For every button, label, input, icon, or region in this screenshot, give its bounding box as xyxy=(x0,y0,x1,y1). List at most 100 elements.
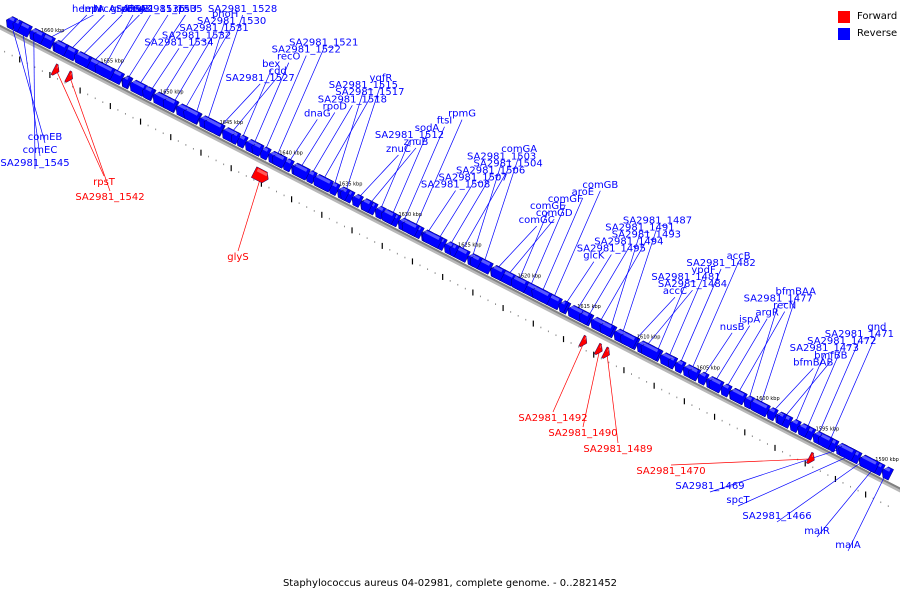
leader-line xyxy=(137,14,186,88)
leader-line xyxy=(68,14,105,53)
leader-line xyxy=(344,83,382,195)
gene-block-reverse xyxy=(251,142,265,157)
gene-block-reverse xyxy=(94,61,116,81)
gene-block-reverse xyxy=(620,332,639,350)
gene-block-reverse xyxy=(797,423,811,438)
gene-label-comgd: comGD xyxy=(536,208,573,219)
gene-label-sa2981-1508: SA2981_1508 xyxy=(421,180,490,191)
leader-line xyxy=(816,466,876,538)
gene-label-rpst: rpsT xyxy=(93,177,116,188)
leader-line xyxy=(333,91,364,189)
gene-label-accc: accC xyxy=(663,286,687,297)
leader-line xyxy=(310,105,353,177)
gene-label-sa2981-1536: SA2981_1536 xyxy=(116,4,185,15)
leader-line xyxy=(552,190,601,301)
gene-block-reverse xyxy=(469,254,483,270)
gene-block-reverse xyxy=(777,412,788,426)
leader-lines-layer xyxy=(10,14,887,552)
gene-label-mala: malA xyxy=(835,540,861,551)
gene-label-bex: bex xyxy=(262,59,280,70)
kbp-tick-label: 1605 kbp xyxy=(696,365,720,371)
map-caption: Staphylococcus aureus 04-02981, complete… xyxy=(282,578,618,589)
gene-label-sa2981-1470: SA2981_1470 xyxy=(636,466,705,477)
gene-label-bmfbb: bmfBB xyxy=(814,350,847,361)
legend-item-reverse: Reverse xyxy=(838,25,897,42)
gene-block-reverse xyxy=(818,433,834,450)
leader-line xyxy=(125,14,169,82)
leader-line xyxy=(805,346,843,432)
gene-label-lepa: lepA xyxy=(82,4,104,15)
gene-block-reverse xyxy=(121,75,133,89)
leader-line xyxy=(448,176,491,248)
leader-line xyxy=(598,240,647,325)
leader-line xyxy=(33,34,36,170)
gene-label-rpmg: rpmG xyxy=(448,109,476,120)
leader-line xyxy=(459,169,509,254)
gene-label-znuc: znuC xyxy=(386,144,411,155)
gene-block-reverse xyxy=(292,163,311,181)
leader-line xyxy=(194,19,226,118)
gene-label-soda: sodA xyxy=(415,123,440,134)
gene-label-comgf: comGF xyxy=(548,194,583,205)
leader-line xyxy=(263,55,307,153)
gene-label-sa2981-1506: SA2981_1506 xyxy=(456,165,525,176)
leader-line xyxy=(413,119,463,230)
gene-label-malr: malR xyxy=(804,526,830,537)
leader-line xyxy=(644,289,693,349)
gene-label-accb: accB xyxy=(727,251,751,262)
gene-block-forward xyxy=(593,342,603,355)
gene-block-reverse xyxy=(381,209,397,225)
kbp-tick-label: 1660 kbp xyxy=(41,28,65,34)
gene-label-comga: comGA xyxy=(501,144,537,155)
gene-block-reverse xyxy=(859,454,881,474)
gene-label-sa2981-1532: SA2981_1532 xyxy=(162,30,231,41)
genome-backbone xyxy=(0,24,900,490)
leader-line xyxy=(206,14,243,124)
kbp-tick-label: 1645 kbp xyxy=(220,120,244,126)
gene-label-comgb: comGB xyxy=(582,180,618,191)
leader-line xyxy=(229,76,278,136)
gene-label-sa2981-1493: SA2981_1493 xyxy=(612,229,681,240)
gene-labels-layer: comEBcomECSA2981_1545lepAhemNhrcAgrpEdna… xyxy=(0,4,894,551)
gene-block-reverse xyxy=(231,131,242,145)
gene-label-znub: znuB xyxy=(404,137,429,148)
leader-line xyxy=(771,368,814,414)
legend-label-reverse: Reverse xyxy=(857,28,898,39)
leader-line xyxy=(552,341,585,413)
kbp-tick-label: 1595 kbp xyxy=(816,427,840,433)
kbp-tick-label: 1630 kbp xyxy=(398,212,422,218)
leader-line xyxy=(782,361,832,420)
gene-label-sa2981-1494: SA2981_1494 xyxy=(594,237,663,248)
gene-block-reverse xyxy=(729,388,748,406)
leader-line xyxy=(793,354,825,426)
gene-block-reverse xyxy=(599,321,616,338)
gene-block-reverse xyxy=(449,244,460,258)
gene-label-bfmbaa: bfmBAA xyxy=(776,286,817,297)
gene-label-recn: recN xyxy=(773,301,796,312)
gene-block-forward xyxy=(578,334,588,347)
leader-line xyxy=(379,140,410,213)
kbp-ticks-layer: 1660 kbp 1655 kbp 1650 kbp 1645 kbp 1640 kbp… xyxy=(41,28,899,463)
gene-block-reverse xyxy=(401,219,421,237)
leader-line xyxy=(482,155,520,266)
gene-label-ypdf: ypdF xyxy=(691,265,716,276)
leader-line xyxy=(540,197,584,295)
gene-block-reverse xyxy=(340,188,351,202)
legend-item-forward: Forward xyxy=(838,8,897,25)
gene-label-sa2981-1469: SA2981_1469 xyxy=(675,481,744,492)
kbp-tick-label: 1625 kbp xyxy=(458,243,482,249)
leader-line xyxy=(425,190,456,236)
leader-line xyxy=(183,26,232,112)
gene-label-sa2981-1531: SA2981_1531 xyxy=(179,23,248,34)
gene-block-reverse xyxy=(142,86,156,101)
gene-block-forward xyxy=(806,451,815,464)
gene-block-reverse xyxy=(579,310,593,326)
gene-block-reverse xyxy=(422,230,444,249)
leader-line xyxy=(171,34,215,106)
leader-line xyxy=(102,14,134,70)
gene-block-reverse xyxy=(531,286,553,305)
gene-label-comec: comEC xyxy=(23,145,58,156)
kbp-tick-label: 1620 kbp xyxy=(518,273,542,279)
kbp-tick-label: 1640 kbp xyxy=(279,151,303,157)
